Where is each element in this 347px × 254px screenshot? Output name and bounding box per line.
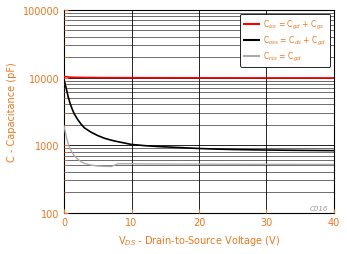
Legend: C$_{iss}$ = C$_{gd}$ + C$_{gs}$, C$_{oss}$ = C$_{ds}$ + C$_{gd}$, C$_{rss}$ = C$: C$_{iss}$ = C$_{gd}$ + C$_{gs}$, C$_{oss… (240, 15, 330, 68)
Y-axis label: C - Capacitance (pF): C - Capacitance (pF) (7, 62, 17, 162)
X-axis label: V$_{DS}$ - Drain-to-Source Voltage (V): V$_{DS}$ - Drain-to-Source Voltage (V) (118, 233, 280, 247)
Text: C016: C016 (310, 205, 329, 211)
